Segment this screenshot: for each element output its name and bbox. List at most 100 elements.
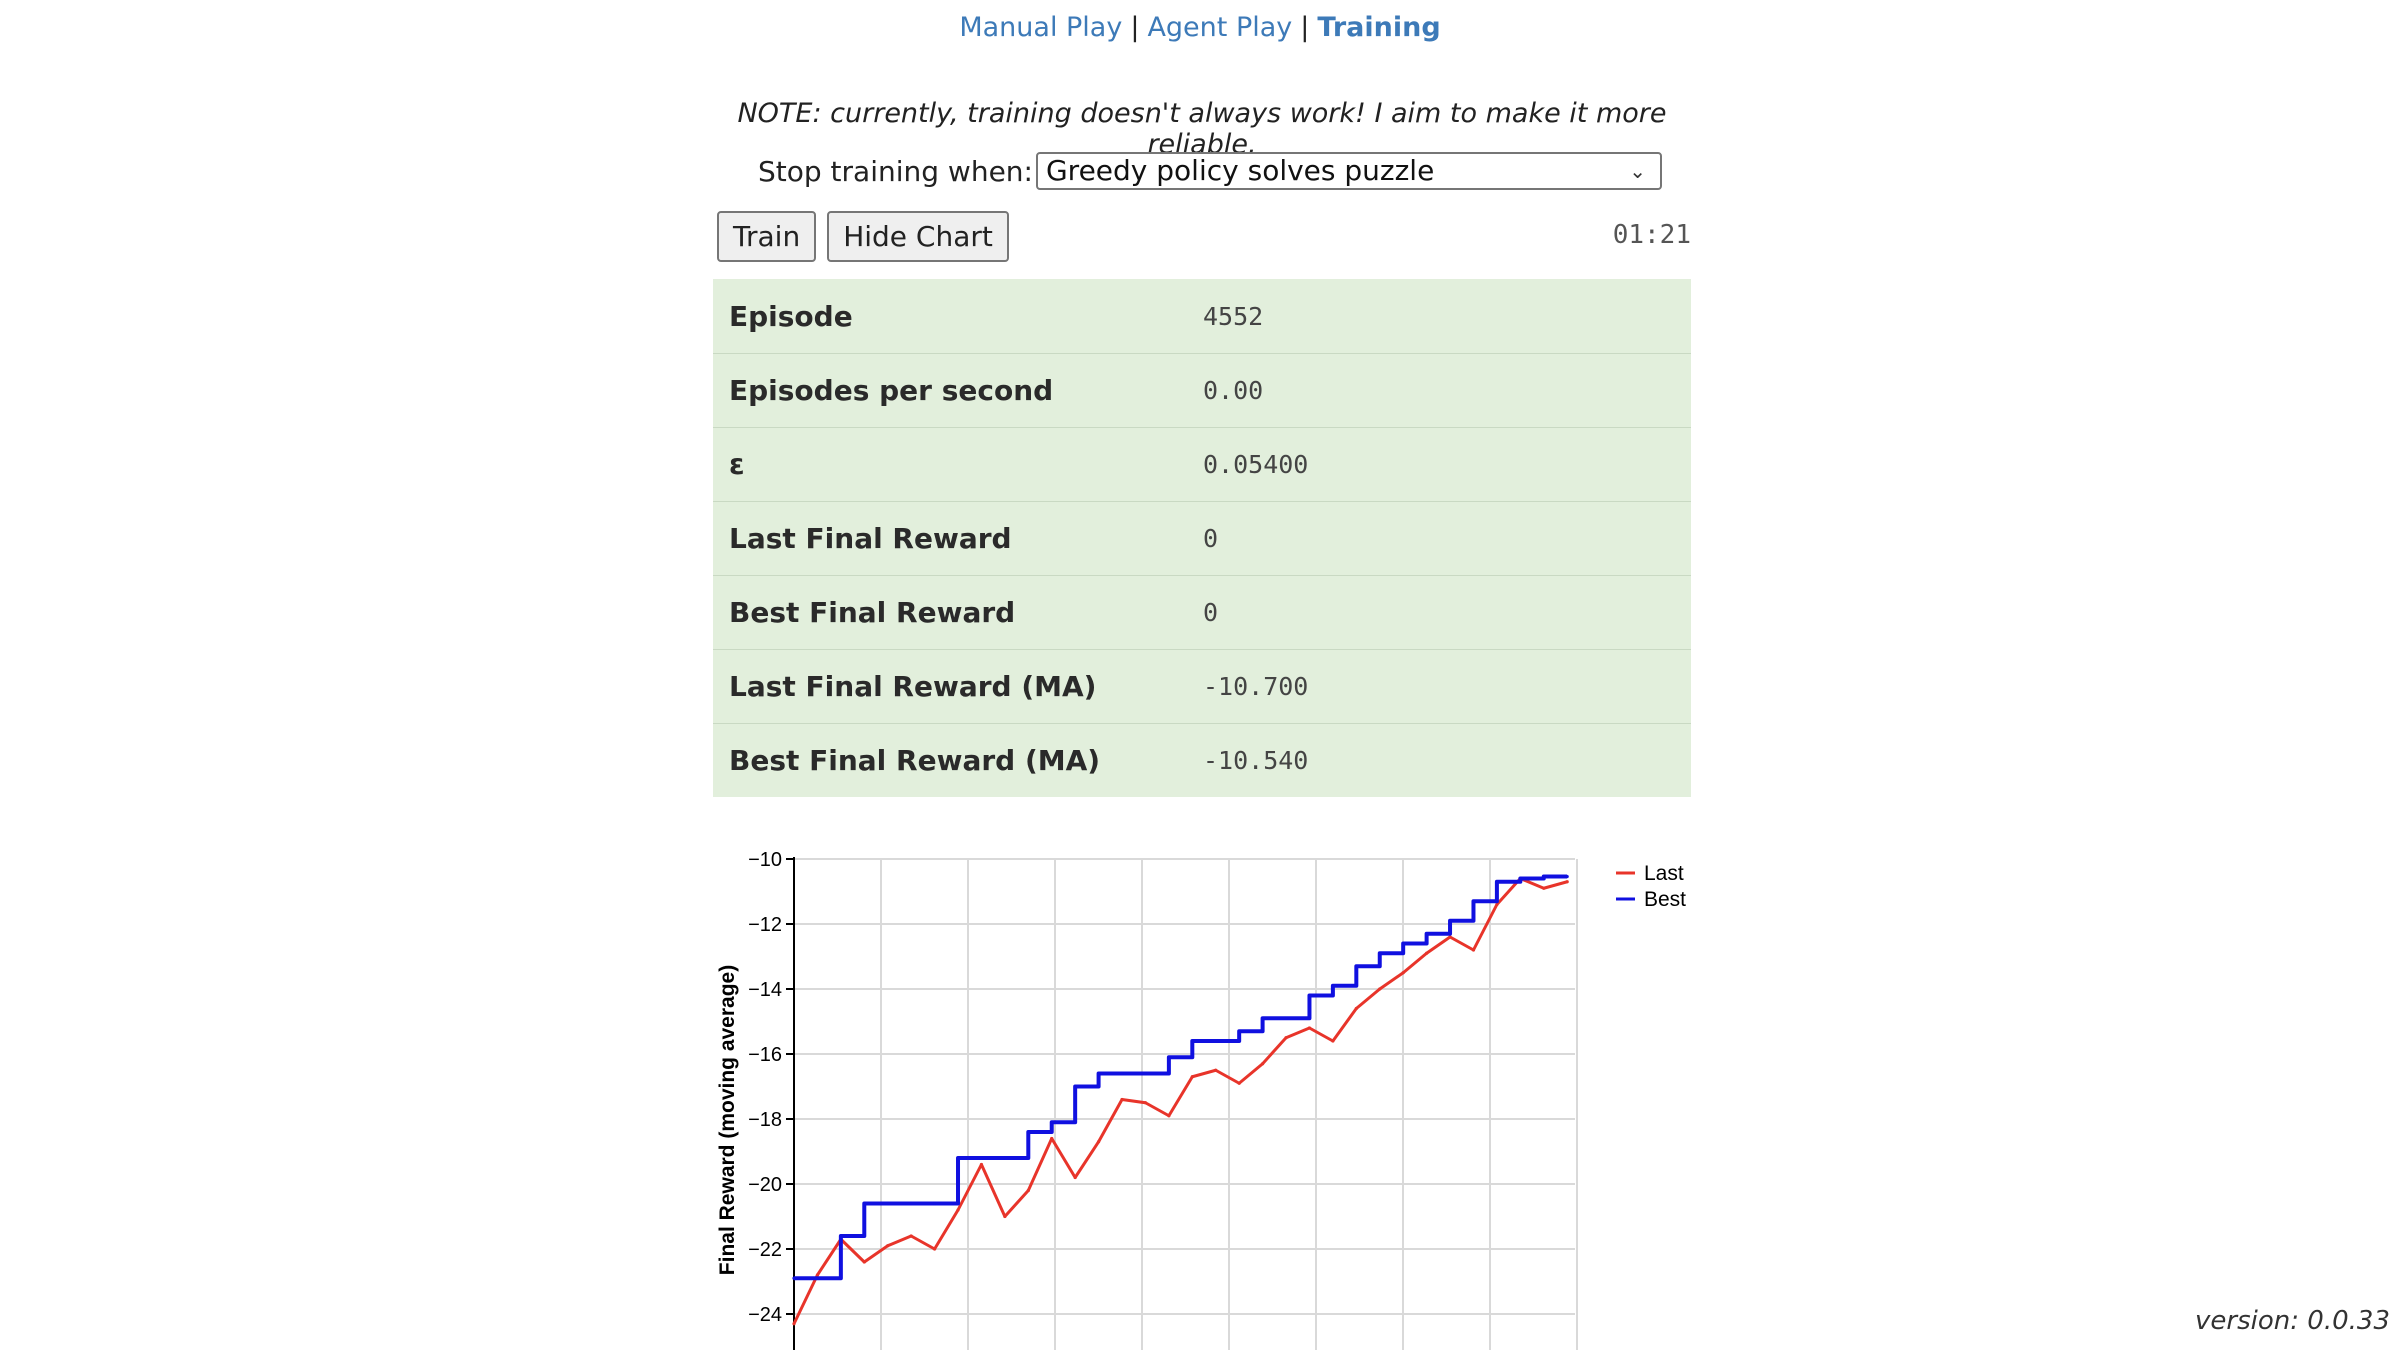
y-tick-label: −24 [748,1304,782,1326]
stat-label: Episode [729,299,853,333]
stat-value: 0 [1203,524,1219,553]
legend-label-best: Best [1644,888,1686,911]
stat-label: Best Final Reward (MA) [729,744,1101,777]
y-tick-label: −20 [748,1174,782,1196]
data-point-best [1425,932,1429,936]
data-point-last [1354,1006,1358,1011]
data-point-last [1120,1097,1124,1102]
data-point-best [839,1234,843,1238]
nav-separator: | [1300,12,1310,43]
stat-label: Best Final Reward [729,596,1016,629]
data-point-last [1495,902,1499,907]
data-point-best [1261,1016,1265,1020]
data-point-best [1003,1156,1007,1160]
data-point-best [909,1201,913,1206]
data-point-best [1331,984,1335,988]
stat-row: Episodes per second 0.00 [713,353,1691,427]
train-button[interactable]: Train [717,211,817,262]
data-point-last [1401,971,1405,975]
data-point-best [862,1201,866,1206]
data-point-last [909,1234,913,1238]
data-point-best [1120,1071,1124,1076]
data-point-best [1026,1130,1030,1134]
stat-value: 0.05400 [1203,450,1309,479]
data-point-best [1190,1039,1194,1043]
stat-value: 0 [1203,598,1219,627]
data-point-last [1471,948,1476,952]
stat-value: 4552 [1203,301,1264,331]
data-point-best [1495,880,1499,884]
data-point-best [1050,1120,1054,1124]
data-point-last [886,1244,890,1248]
y-tick-label: −16 [748,1044,782,1066]
data-point-last [1261,1062,1265,1066]
data-point-last [1003,1214,1007,1219]
data-point-last [815,1273,820,1277]
data-point-best [1284,1016,1288,1020]
data-point-last [979,1162,984,1167]
series-line-best [794,874,1568,1281]
stat-label: Last Final Reward [729,522,1012,555]
data-point-best [979,1156,984,1160]
top-nav: Manual Play | Agent Play | Training [0,12,2400,43]
stat-row: Best Final Reward (MA) -10.540 [713,723,1691,797]
stat-value: -10.540 [1203,746,1309,775]
data-point-last [1167,1114,1171,1118]
data-point-last [1425,951,1429,955]
data-point-last [1143,1101,1148,1105]
version-label: version: 0.0.33 [2195,1306,2390,1336]
data-point-best [1096,1071,1101,1076]
stat-value: -10.700 [1203,672,1309,701]
stop-condition-selected-value: Greedy policy solves puzzle [1045,154,1435,187]
reward-chart: −10 −12 −14 −16 −18 −20 −22 −24 Final Reward (mo… [716,849,1686,1350]
data-point-last [1448,935,1452,939]
y-tick-label: −10 [748,849,782,871]
data-point-best [815,1276,820,1280]
data-point-last [1073,1175,1077,1180]
data-point-best [1143,1071,1148,1076]
legend-label-last: Last [1644,862,1684,885]
nav-agent-play-link[interactable]: Agent Play [1147,12,1293,43]
stat-value: 0.00 [1203,376,1264,405]
data-point-last [1378,987,1382,991]
data-point-best [1542,874,1546,879]
data-point-last [1331,1039,1335,1043]
data-point-last [1026,1188,1030,1193]
y-tick-label: −14 [748,979,782,1001]
data-point-best [886,1201,890,1206]
data-point-last [1214,1068,1218,1072]
nav-separator: | [1130,12,1140,43]
data-point-last [1542,886,1546,890]
training-stats-table: Episode 4552 Episodes per second 0.00 ε 0.054… [713,279,1691,797]
stat-row: Last Final Reward (MA) -10.700 [713,649,1691,723]
data-point-best [1237,1029,1241,1033]
data-point-best [1214,1039,1218,1043]
data-point-best [1471,899,1476,903]
series-line-last [792,877,1568,1325]
training-timer: 01:21 [1612,220,1691,250]
stat-row: Last Final Reward 0 [713,501,1691,575]
y-tick-label: −12 [748,914,782,936]
y-tick-label: −18 [748,1109,782,1131]
data-point-best [1565,874,1569,879]
data-point-best [1167,1055,1171,1059]
data-point-best [792,1276,796,1280]
data-point-best [1354,964,1358,968]
data-point-best [1073,1084,1077,1089]
nav-training-link[interactable]: Training [1317,12,1441,43]
training-controls: Train Hide Chart [717,211,1009,262]
data-point-last [932,1247,937,1251]
data-point-best [1378,951,1382,955]
data-point-best [1448,919,1452,923]
stat-row: Episode 4552 [713,279,1691,353]
hide-chart-button[interactable]: Hide Chart [827,211,1009,262]
stat-label: Last Final Reward (MA) [729,670,1097,703]
data-point-best [956,1156,960,1160]
stop-condition-select[interactable]: Greedy policy solves puzzle ⌄ [1035,152,1662,190]
data-point-best [1307,993,1312,998]
nav-manual-play-link[interactable]: Manual Play [959,12,1123,43]
y-axis-label: Final Reward (moving average) [716,965,739,1275]
stop-condition-label: Stop training when: [758,154,1033,188]
stat-label: ε [729,448,745,481]
data-point-best [1518,876,1522,881]
